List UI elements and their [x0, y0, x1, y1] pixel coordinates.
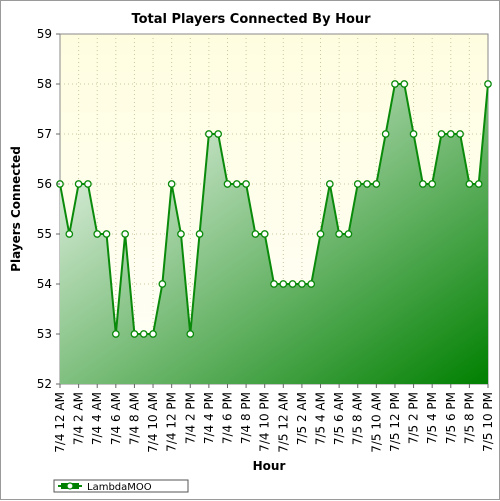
data-point — [316, 230, 325, 238]
data-point — [307, 280, 316, 288]
x-axis-label: Hour — [253, 459, 286, 473]
data-point — [186, 330, 195, 338]
y-tick-label: 59 — [37, 27, 52, 41]
data-point — [177, 230, 185, 238]
x-tick-label: 7/4 4 AM — [90, 392, 104, 445]
x-tick-label: 7/4 4 PM — [202, 392, 216, 444]
data-point — [279, 280, 288, 288]
data-point — [474, 180, 483, 188]
data-point — [335, 230, 343, 238]
data-point — [149, 330, 157, 338]
data-point — [84, 180, 92, 188]
x-tick-label: 7/4 6 PM — [220, 392, 234, 444]
x-tick-label: 7/5 10 AM — [369, 392, 383, 453]
x-tick-label: 7/5 4 PM — [425, 392, 439, 444]
x-tick-label: 7/4 12 PM — [165, 392, 179, 452]
x-tick-label: 7/5 12 PM — [388, 392, 402, 452]
y-axis-ticks: 52 53 54 55 56 57 58 59 — [37, 27, 60, 391]
data-point — [381, 130, 390, 138]
x-tick-label: 7/4 8 PM — [239, 392, 253, 444]
x-tick-label: 7/5 8 AM — [351, 392, 365, 445]
data-point — [93, 230, 102, 238]
x-tick-label: 7/4 6 AM — [109, 392, 123, 445]
x-tick-label: 7/4 12 AM — [53, 392, 67, 453]
y-tick-label: 54 — [37, 277, 52, 291]
data-point — [242, 180, 250, 188]
x-tick-label: 7/5 8 PM — [462, 392, 476, 444]
data-point — [400, 80, 409, 88]
data-point — [391, 80, 399, 88]
data-point — [298, 280, 306, 288]
legend-label-lambdamoo: LambdaMOO — [87, 482, 152, 493]
data-point — [214, 130, 223, 138]
data-point — [419, 180, 427, 188]
data-point — [353, 180, 362, 188]
x-tick-label: 7/5 6 PM — [444, 392, 458, 444]
data-point — [465, 180, 474, 188]
x-axis-ticks: 7/4 12 AM 7/4 2 AM 7/4 4 AM 7/4 6 AM 7/4 8 A… — [53, 384, 495, 453]
data-point — [205, 130, 213, 138]
data-point — [251, 230, 260, 238]
data-point — [446, 130, 455, 138]
y-tick-label: 58 — [37, 77, 52, 91]
data-point — [74, 180, 83, 188]
x-tick-label: 7/4 8 AM — [127, 392, 141, 445]
x-tick-label: 7/5 2 PM — [407, 392, 421, 444]
x-tick-label: 7/5 4 AM — [314, 392, 328, 445]
data-point — [167, 180, 176, 188]
data-point — [121, 230, 129, 238]
x-tick-label: 7/4 10 AM — [146, 392, 160, 453]
y-tick-label: 53 — [37, 327, 52, 341]
data-point — [325, 180, 334, 188]
y-tick-label: 52 — [37, 377, 52, 391]
data-point — [484, 80, 492, 88]
data-point — [65, 230, 74, 238]
data-point — [456, 130, 464, 138]
data-point — [288, 280, 297, 288]
legend-swatch-marker — [66, 482, 74, 490]
data-point — [428, 180, 437, 188]
x-tick-label: 7/5 12 AM — [276, 392, 290, 453]
y-tick-label: 56 — [37, 177, 52, 191]
legend-box — [53, 479, 189, 493]
x-tick-label: 7/5 6 AM — [332, 392, 346, 445]
data-point — [158, 280, 167, 288]
chart-title: Total Players Connected By Hour — [131, 12, 371, 27]
legend: LambdaMOO — [53, 479, 189, 493]
data-point — [232, 180, 241, 188]
x-tick-label: 7/4 10 PM — [258, 392, 272, 452]
y-tick-label: 57 — [37, 127, 52, 141]
x-tick-label: 7/4 2 PM — [183, 392, 197, 444]
data-point — [111, 330, 120, 338]
x-tick-label: 7/4 2 AM — [72, 392, 86, 445]
x-tick-label: 7/5 10 PM — [481, 392, 495, 452]
data-point — [344, 230, 353, 238]
data-point — [363, 180, 371, 188]
data-point — [409, 130, 418, 138]
data-point — [437, 130, 446, 138]
x-tick-label: 7/5 2 AM — [295, 392, 309, 445]
data-point — [130, 330, 139, 338]
data-point — [195, 230, 204, 238]
data-point — [102, 230, 111, 238]
y-axis-label: Players Connected — [9, 146, 23, 272]
data-point — [260, 230, 269, 238]
data-point — [139, 330, 148, 338]
y-tick-label: 55 — [37, 227, 52, 241]
data-point — [270, 280, 278, 288]
series-markers-lambdamoo — [56, 80, 492, 338]
data-point — [223, 180, 232, 188]
data-point — [372, 180, 381, 188]
